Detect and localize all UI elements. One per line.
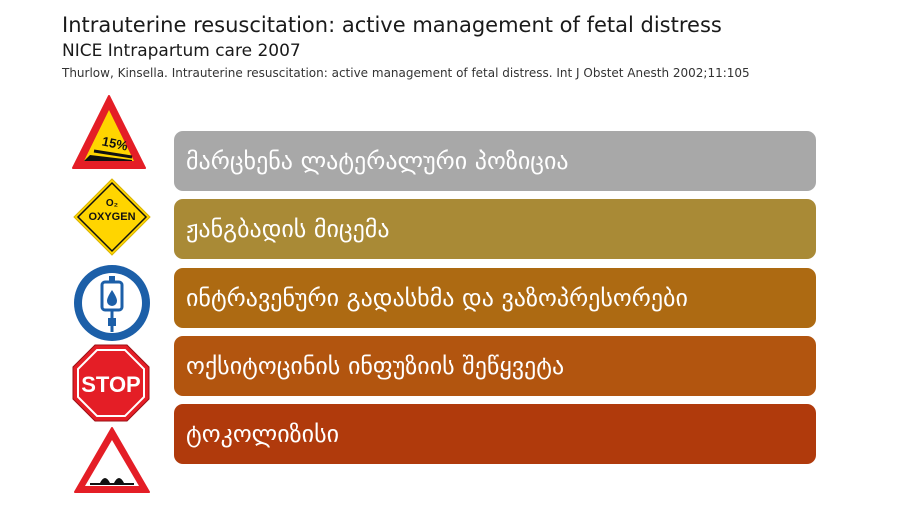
step-bar-stop-oxytocin: ოქსიტოცინის ინფუზიის შეწყვეტა (174, 336, 816, 396)
slope-warning-icon: 15% (70, 93, 148, 173)
step-label: მარცხენა ლატერალური პოზიცია (186, 147, 569, 175)
slide-subtitle: NICE Intrapartum care 2007 (62, 41, 301, 61)
slide-title: Intrauterine resuscitation: active manag… (62, 13, 722, 37)
citation: Thurlow, Kinsella. Intrauterine resuscit… (62, 66, 750, 80)
step-label: ინტრავენური გადასხმა და ვაზოპრესორები (186, 284, 688, 312)
step-bar-iv-fluids-vasopressors: ინტრავენური გადასხმა და ვაზოპრესორები (174, 268, 816, 328)
step-label: ტოკოლიზისი (186, 420, 340, 448)
stop-label: STOP (81, 372, 141, 397)
slope-percent-label: 15% (101, 134, 130, 154)
road-bump-warning-icon (72, 425, 152, 495)
iv-drip-icon (72, 263, 152, 343)
stop-sign-icon: STOP (72, 344, 150, 422)
step-bar-left-lateral-position: მარცხენა ლატერალური პოზიცია (174, 131, 816, 191)
oxygen-warning-icon: O₂ OXYGEN (72, 177, 152, 257)
oxygen-label: OXYGEN (88, 211, 135, 223)
step-bar-tocolysis: ტოკოლიზისი (174, 404, 816, 464)
step-label: ჟანგბადის მიცემა (186, 215, 390, 243)
oxygen-o2-label: O₂ (106, 198, 118, 209)
step-label: ოქსიტოცინის ინფუზიის შეწყვეტა (186, 352, 565, 380)
step-bar-oxygen: ჟანგბადის მიცემა (174, 199, 816, 259)
